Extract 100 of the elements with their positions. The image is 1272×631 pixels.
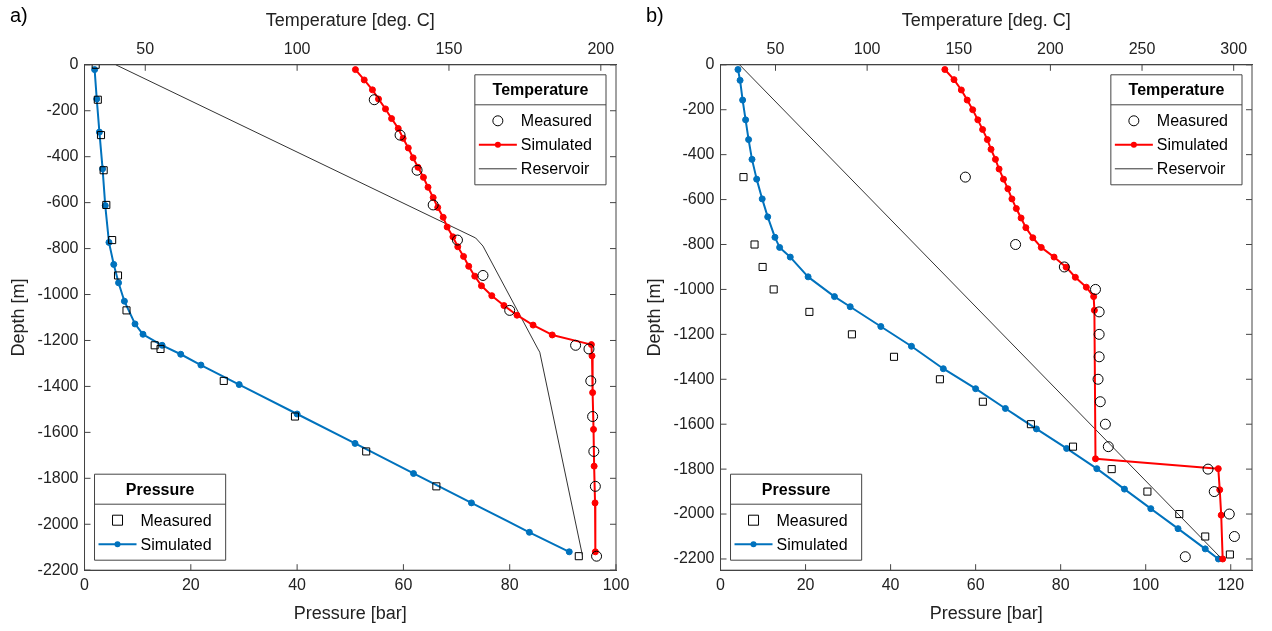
x2-tick-label: 200 bbox=[587, 39, 615, 57]
y-tick-label: 0 bbox=[69, 55, 79, 73]
point bbox=[889, 352, 899, 361]
y-tick-label: -400 bbox=[46, 147, 79, 165]
y-tick-label: -1600 bbox=[37, 422, 79, 440]
point bbox=[978, 397, 987, 406]
point bbox=[574, 552, 583, 561]
point bbox=[750, 240, 759, 249]
legend-label: Measured bbox=[140, 511, 212, 529]
y-tick-label: -1200 bbox=[673, 324, 715, 342]
x2-tick-label: 50 bbox=[766, 39, 785, 57]
point bbox=[972, 385, 980, 393]
legend-label: Simulated bbox=[1156, 136, 1229, 154]
point bbox=[1068, 442, 1078, 451]
x2-tick-label: 100 bbox=[853, 39, 881, 57]
point bbox=[115, 279, 123, 287]
point bbox=[769, 285, 778, 294]
x-tick-label: 20 bbox=[796, 576, 815, 594]
x2-tick-label: 50 bbox=[136, 39, 155, 57]
x-tick-label: 100 bbox=[602, 576, 630, 594]
point bbox=[758, 262, 767, 271]
point bbox=[1120, 485, 1128, 493]
x-tick-label: 100 bbox=[1132, 576, 1160, 594]
text: Temperature bbox=[492, 81, 589, 99]
point bbox=[764, 213, 772, 221]
y-tick-label: -800 bbox=[46, 238, 79, 256]
point bbox=[739, 96, 747, 104]
point bbox=[739, 173, 748, 182]
point bbox=[96, 131, 106, 140]
point bbox=[1174, 525, 1182, 533]
point bbox=[847, 330, 856, 339]
point bbox=[362, 447, 371, 456]
point bbox=[120, 297, 128, 305]
x-tick-label: 40 bbox=[288, 576, 307, 594]
x-tick-label: 80 bbox=[500, 576, 519, 594]
point bbox=[804, 273, 812, 281]
point bbox=[805, 307, 814, 316]
y-tick-label: -2200 bbox=[37, 560, 79, 578]
point bbox=[1175, 510, 1184, 519]
y-tick-label: -2000 bbox=[37, 514, 79, 532]
legend-label: Reservoir bbox=[520, 160, 590, 178]
point bbox=[110, 260, 118, 268]
x-tick-label: 120 bbox=[1217, 576, 1245, 594]
x-tick-label: 60 bbox=[394, 576, 413, 594]
point bbox=[122, 306, 131, 315]
y-axis-title: Depth [m] bbox=[643, 278, 664, 357]
point bbox=[139, 330, 147, 338]
point bbox=[131, 320, 139, 328]
y-tick-label: -1200 bbox=[37, 330, 79, 348]
text: Temperature bbox=[1128, 81, 1225, 99]
x-axis-title: Pressure [bar] bbox=[293, 603, 407, 624]
x2-axis-title: Temperature [deg. C] bbox=[901, 9, 1071, 30]
point bbox=[830, 293, 838, 301]
point bbox=[748, 155, 756, 163]
point bbox=[235, 381, 243, 389]
x2-tick-label: 150 bbox=[435, 39, 463, 57]
point bbox=[877, 322, 885, 330]
text: Pressure bbox=[761, 480, 831, 498]
y-tick-label: -200 bbox=[682, 100, 715, 118]
point bbox=[150, 341, 159, 350]
point bbox=[108, 236, 117, 245]
x2-tick-label: 300 bbox=[1220, 39, 1248, 57]
point bbox=[1032, 425, 1040, 433]
legend-label: Measured bbox=[1156, 112, 1229, 130]
point bbox=[1143, 487, 1152, 496]
point bbox=[177, 350, 185, 358]
y-tick-label: -1400 bbox=[37, 376, 79, 394]
x-axis-title: Pressure [bar] bbox=[929, 603, 1043, 624]
y-tick-label: -1600 bbox=[673, 414, 715, 432]
legend-label: Measured bbox=[776, 511, 848, 529]
point bbox=[113, 271, 123, 280]
point bbox=[467, 499, 475, 507]
text: Pressure bbox=[125, 480, 195, 498]
x-tick-label: 0 bbox=[80, 576, 90, 594]
legend-label: Measured bbox=[520, 112, 593, 130]
point bbox=[771, 233, 779, 241]
x2-tick-label: 100 bbox=[283, 39, 311, 57]
y-tick-label: -1800 bbox=[673, 459, 715, 477]
point bbox=[525, 528, 533, 536]
y-axis-title: Depth [m] bbox=[7, 278, 28, 357]
point bbox=[1147, 505, 1155, 513]
point bbox=[786, 253, 794, 261]
point bbox=[1107, 465, 1116, 474]
point bbox=[776, 243, 784, 251]
x-tick-label: 0 bbox=[716, 576, 726, 594]
point bbox=[1001, 404, 1009, 412]
point bbox=[1201, 532, 1210, 541]
y-tick-label: -1400 bbox=[673, 369, 715, 387]
point bbox=[1225, 550, 1234, 559]
point bbox=[156, 344, 165, 354]
point bbox=[1026, 420, 1035, 429]
point bbox=[410, 469, 418, 477]
point bbox=[219, 376, 228, 385]
x2-tick-label: 200 bbox=[1037, 39, 1064, 57]
point bbox=[742, 116, 750, 124]
legend-label: Simulated bbox=[140, 535, 212, 553]
x2-tick-label: 150 bbox=[945, 39, 973, 57]
point bbox=[907, 342, 915, 350]
point bbox=[432, 482, 441, 491]
x-tick-label: 60 bbox=[966, 576, 985, 594]
